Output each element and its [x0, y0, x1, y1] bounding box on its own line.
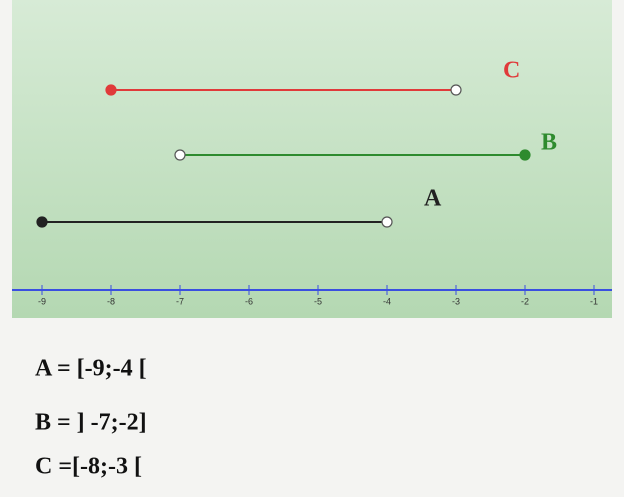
interval-end — [450, 84, 462, 96]
tick-label: -2 — [521, 296, 529, 306]
panel — [12, 0, 612, 318]
interval-start — [105, 84, 117, 96]
interval-label: C — [503, 58, 520, 84]
tick-label: -4 — [383, 296, 391, 306]
interval-label: A — [424, 186, 442, 212]
tick-label: -9 — [38, 296, 46, 306]
notation: B = ] -7;-2] — [35, 410, 147, 436]
interval-end — [381, 216, 393, 228]
tick-label: -6 — [245, 296, 253, 306]
tick-label: -7 — [176, 296, 184, 306]
interval-start — [174, 149, 186, 161]
tick-label: -1 — [590, 296, 598, 306]
interval-start — [36, 216, 48, 228]
notation: C =[-8;-3 [ — [35, 454, 142, 480]
interval-label: B — [541, 130, 557, 156]
interval-end — [519, 149, 531, 161]
tick-label: -8 — [107, 296, 115, 306]
notation: A = [-9;-4 [ — [35, 356, 147, 382]
tick-label: -5 — [314, 296, 322, 306]
tick-label: -3 — [452, 296, 460, 306]
